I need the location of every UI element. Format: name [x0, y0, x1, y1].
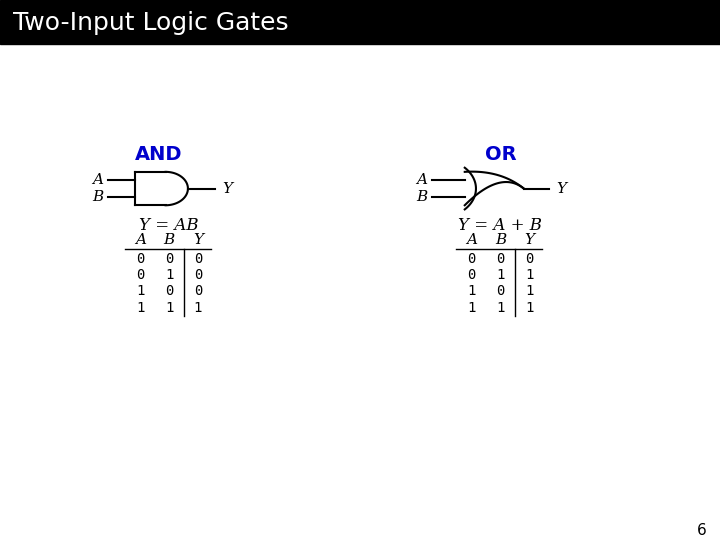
- Text: 1: 1: [165, 268, 174, 282]
- Text: Y: Y: [556, 181, 567, 195]
- Text: 0: 0: [496, 252, 505, 266]
- Bar: [0, 0, 720, 44]
- Text: 0: 0: [165, 252, 174, 266]
- Text: 1: 1: [525, 301, 534, 315]
- Text: 0: 0: [467, 268, 476, 282]
- Text: 1: 1: [525, 268, 534, 282]
- Text: 6: 6: [697, 523, 707, 538]
- Text: A: A: [92, 173, 103, 187]
- Text: OR: OR: [485, 145, 516, 164]
- Text: 0: 0: [165, 285, 174, 299]
- Text: Two-Input Logic Gates: Two-Input Logic Gates: [13, 11, 289, 35]
- Text: A: A: [135, 233, 146, 247]
- Text: 1: 1: [496, 301, 505, 315]
- Text: A: A: [466, 233, 477, 247]
- Text: 0: 0: [525, 252, 534, 266]
- Text: 0: 0: [496, 285, 505, 299]
- Text: 1: 1: [136, 285, 145, 299]
- Text: 1: 1: [136, 301, 145, 315]
- Text: Y: Y: [193, 233, 203, 247]
- Text: AND: AND: [135, 145, 182, 164]
- Text: 0: 0: [194, 252, 202, 266]
- Text: 0: 0: [136, 268, 145, 282]
- Text: 0: 0: [194, 285, 202, 299]
- Text: 1: 1: [525, 285, 534, 299]
- Text: 1: 1: [194, 301, 202, 315]
- Text: B: B: [416, 190, 428, 204]
- Text: 1: 1: [496, 268, 505, 282]
- Text: 0: 0: [194, 268, 202, 282]
- Text: 1: 1: [165, 301, 174, 315]
- Text: 0: 0: [136, 252, 145, 266]
- Text: B: B: [163, 233, 175, 247]
- Text: A: A: [416, 173, 428, 187]
- Text: Y: Y: [222, 181, 233, 195]
- Text: 1: 1: [467, 301, 476, 315]
- Text: Y: Y: [524, 233, 534, 247]
- Text: B: B: [92, 190, 103, 204]
- Text: Y = AB: Y = AB: [140, 217, 199, 234]
- Text: 1: 1: [467, 285, 476, 299]
- Text: B: B: [495, 233, 506, 247]
- Text: Y = A + B: Y = A + B: [459, 217, 542, 234]
- Text: 0: 0: [467, 252, 476, 266]
